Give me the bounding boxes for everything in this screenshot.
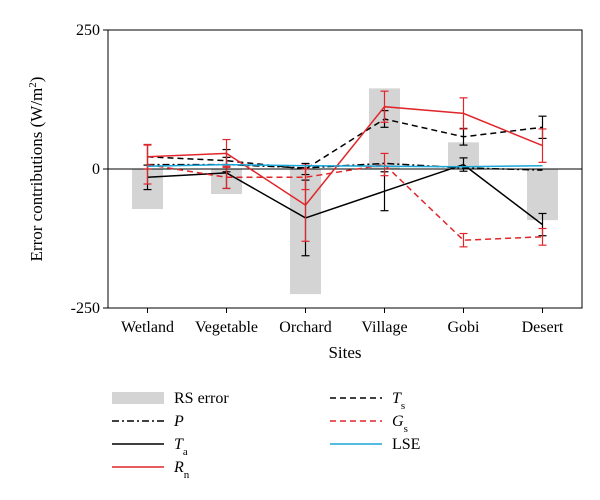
legend-item-ta: Ta xyxy=(112,436,188,458)
lines-layer xyxy=(143,90,547,257)
error-bar-gs-4 xyxy=(459,232,468,248)
x-tick-label-orchard: Orchard xyxy=(279,319,331,336)
error-bar-rn-3 xyxy=(380,90,389,123)
legend-label-rs-error: RS error xyxy=(174,390,229,407)
series-line-ts xyxy=(147,118,543,170)
series-line-rn xyxy=(147,105,543,207)
y-axis-title-main: Error contributions (W/m xyxy=(27,88,46,262)
error-bar-ta-3 xyxy=(380,171,389,212)
x-tick-label-gobi: Gobi xyxy=(448,319,481,336)
series-ta xyxy=(143,156,547,257)
series-line-lse xyxy=(147,163,543,168)
legend-label-gs: Gs xyxy=(392,413,408,435)
bars-layer xyxy=(132,88,558,295)
legend-label-ta: Ta xyxy=(174,436,188,458)
error-bar-ta-4 xyxy=(459,157,468,172)
series-line-ta xyxy=(147,163,543,226)
error-bar-rn-1 xyxy=(222,138,231,168)
legend-label-lse: LSE xyxy=(392,436,420,453)
y-tick-label--250: -250 xyxy=(71,300,100,317)
legend-item-lse: LSE xyxy=(330,436,420,453)
series-line-gs xyxy=(147,163,543,241)
series-rn xyxy=(143,90,547,242)
error-bar-rn-5 xyxy=(538,128,547,163)
x-tick-label-village: Village xyxy=(361,319,407,336)
legend-item-rn: Rn xyxy=(112,459,190,481)
legend-swatch-rs-error xyxy=(112,392,164,404)
legend-item-ts: Ts xyxy=(330,390,405,412)
error-bar-gs-5 xyxy=(538,227,547,246)
legend-label-rn: Rn xyxy=(173,459,190,481)
legend-label-ts: Ts xyxy=(392,390,405,412)
y-axis-title-close: ) xyxy=(27,77,46,83)
x-axis-title: Sites xyxy=(328,343,361,362)
error-bar-rn-2 xyxy=(301,168,310,242)
legend-item-p: P xyxy=(112,413,184,430)
y-tick-label-250: 250 xyxy=(76,22,100,39)
error-bar-gs-3 xyxy=(380,152,389,177)
x-tick-label-vegetable: Vegetable xyxy=(195,319,258,336)
legend-item-gs: Gs xyxy=(330,413,408,435)
rs-error-bar-desert xyxy=(527,169,558,221)
x-tick-label-desert: Desert xyxy=(522,319,564,336)
error-bar-rn-0 xyxy=(143,143,152,170)
legend-label-p: P xyxy=(173,413,184,430)
y-tick-label-0: 0 xyxy=(92,161,100,178)
series-gs xyxy=(143,144,547,248)
error-bar-rn-4 xyxy=(459,97,468,130)
series-lse xyxy=(147,163,543,168)
legend-item-rs-error: RS error xyxy=(112,390,229,407)
x-tick-label-wetland: Wetland xyxy=(121,319,174,336)
y-axis-title: Error contributions (W/m2) xyxy=(27,77,46,262)
y-axis-title-sup: 2 xyxy=(27,82,39,88)
ticks-layer: -250 0 250 Wetland Vegetable Orchard Village Go… xyxy=(71,22,564,336)
